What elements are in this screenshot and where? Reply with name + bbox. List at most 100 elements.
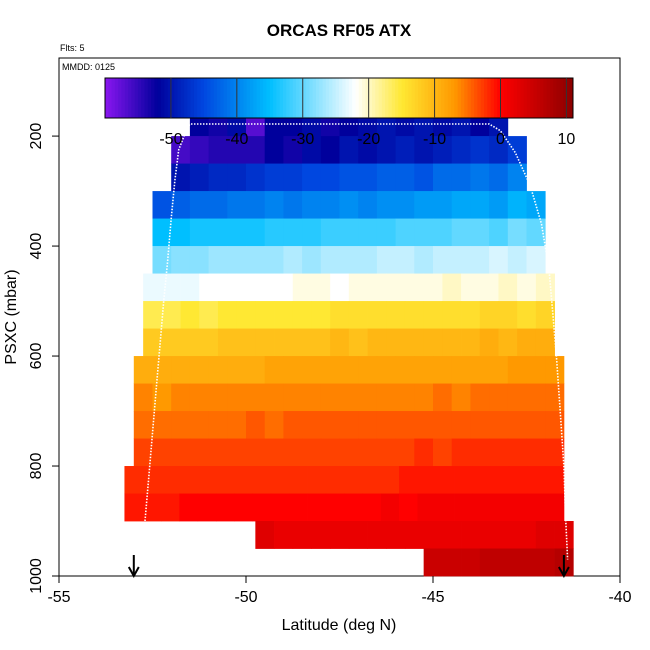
- heat-cell: [470, 191, 490, 219]
- colorbar-tick-label: -40: [225, 131, 248, 148]
- heat-cell: [404, 301, 425, 329]
- colorbar-segment: [460, 78, 465, 118]
- heatmap-cells: [124, 108, 574, 577]
- colorbar-segment: [157, 78, 162, 118]
- colorbar-segment: [348, 78, 353, 118]
- colorbar-segment: [108, 78, 113, 118]
- heat-cell: [283, 163, 303, 192]
- colorbar-segment: [385, 78, 389, 118]
- heat-cell: [367, 521, 387, 549]
- heat-cell: [283, 218, 303, 247]
- colorbar-segment: [124, 78, 129, 118]
- heat-cell: [358, 191, 378, 219]
- colorbar-segment: [210, 78, 215, 118]
- heat-cell: [489, 411, 509, 439]
- heat-cell: [236, 273, 256, 302]
- heat-cell: [526, 438, 546, 467]
- heat-cell: [470, 136, 490, 164]
- heat-cell: [283, 246, 303, 274]
- heat-cell: [472, 466, 492, 494]
- heat-cell: [246, 356, 266, 384]
- heat-cell: [417, 466, 437, 494]
- heat-cell: [489, 438, 509, 467]
- colorbar-segment: [289, 78, 294, 118]
- heat-cell: [252, 493, 272, 522]
- colorbar-tick-label: -30: [291, 131, 314, 148]
- colorbar-segment: [345, 78, 350, 118]
- heat-cell: [433, 163, 453, 192]
- colorbar-segment: [266, 78, 271, 118]
- heat-cell: [236, 328, 256, 357]
- heat-cell: [292, 328, 312, 357]
- heat-cell: [442, 301, 462, 329]
- colorbar-segment: [490, 78, 495, 118]
- heat-cell: [255, 301, 275, 329]
- colorbar-segment: [451, 78, 455, 118]
- heat-cell: [498, 328, 518, 357]
- colorbar-segment: [141, 78, 146, 118]
- heat-cell: [124, 466, 144, 494]
- heat-cell: [234, 493, 254, 522]
- heat-cell: [330, 521, 350, 549]
- colorbar-segment: [540, 78, 544, 118]
- heat-cell: [264, 438, 284, 467]
- heat-cell: [470, 218, 490, 247]
- heat-cell: [161, 301, 181, 329]
- heat-cell: [161, 328, 181, 357]
- colorbar-segment: [510, 78, 515, 118]
- colorbar-segment: [170, 78, 175, 118]
- y-tick-label: 600: [28, 343, 45, 370]
- colorbar-segment: [217, 78, 221, 118]
- heat-cell: [320, 383, 340, 412]
- heat-cell: [517, 273, 537, 302]
- heat-cell: [451, 218, 471, 247]
- colorbar-segment: [520, 78, 525, 118]
- heat-cell: [414, 191, 434, 219]
- colorbar-segment: [530, 78, 534, 118]
- colorbar-segment: [276, 78, 281, 118]
- heat-cell: [358, 383, 378, 412]
- heat-cell: [307, 493, 327, 522]
- heat-cell: [376, 411, 396, 439]
- colorbar-segment: [213, 78, 218, 118]
- colorbar-segment: [484, 78, 488, 118]
- heat-cell: [517, 301, 537, 329]
- heat-cell: [246, 191, 266, 219]
- colorbar-segment: [296, 78, 300, 118]
- heat-cell: [330, 328, 350, 357]
- colorbar-segment: [226, 78, 231, 118]
- heat-cell: [376, 438, 396, 467]
- colorbar-segment: [174, 78, 179, 118]
- heat-cell: [208, 218, 228, 247]
- heat-cell: [489, 136, 509, 164]
- colorbar-segment: [342, 78, 347, 118]
- heat-cell: [143, 273, 163, 302]
- heat-cell: [264, 383, 284, 412]
- x-axis: -55 -50 -45 -40: [47, 576, 632, 606]
- heat-cell: [189, 246, 209, 274]
- colorbar-tick-label: 10: [558, 131, 576, 148]
- colorbar-segment: [447, 78, 452, 118]
- heat-cell: [454, 466, 473, 494]
- heat-cell: [535, 273, 555, 302]
- heat-cell: [133, 411, 153, 439]
- colorbar: -50 -40 -30 -20 -10 0 10: [104, 77, 576, 148]
- heat-cell: [246, 218, 266, 247]
- heat-cell: [442, 548, 462, 577]
- heat-cell: [507, 163, 527, 192]
- heat-cell: [479, 301, 499, 329]
- heat-cell: [423, 521, 443, 549]
- heat-cell: [161, 493, 180, 522]
- heat-cell: [161, 466, 180, 494]
- heat-cell: [367, 328, 387, 357]
- colorbar-segment: [507, 78, 511, 118]
- heat-cell: [283, 383, 303, 412]
- heat-cell: [133, 438, 153, 467]
- heat-cell: [289, 466, 308, 494]
- heat-cell: [461, 301, 481, 329]
- heat-cell: [270, 493, 290, 522]
- colorbar-segment: [164, 78, 169, 118]
- heat-cell: [479, 328, 499, 357]
- heat-cell: [274, 301, 294, 329]
- heat-cell: [171, 191, 191, 219]
